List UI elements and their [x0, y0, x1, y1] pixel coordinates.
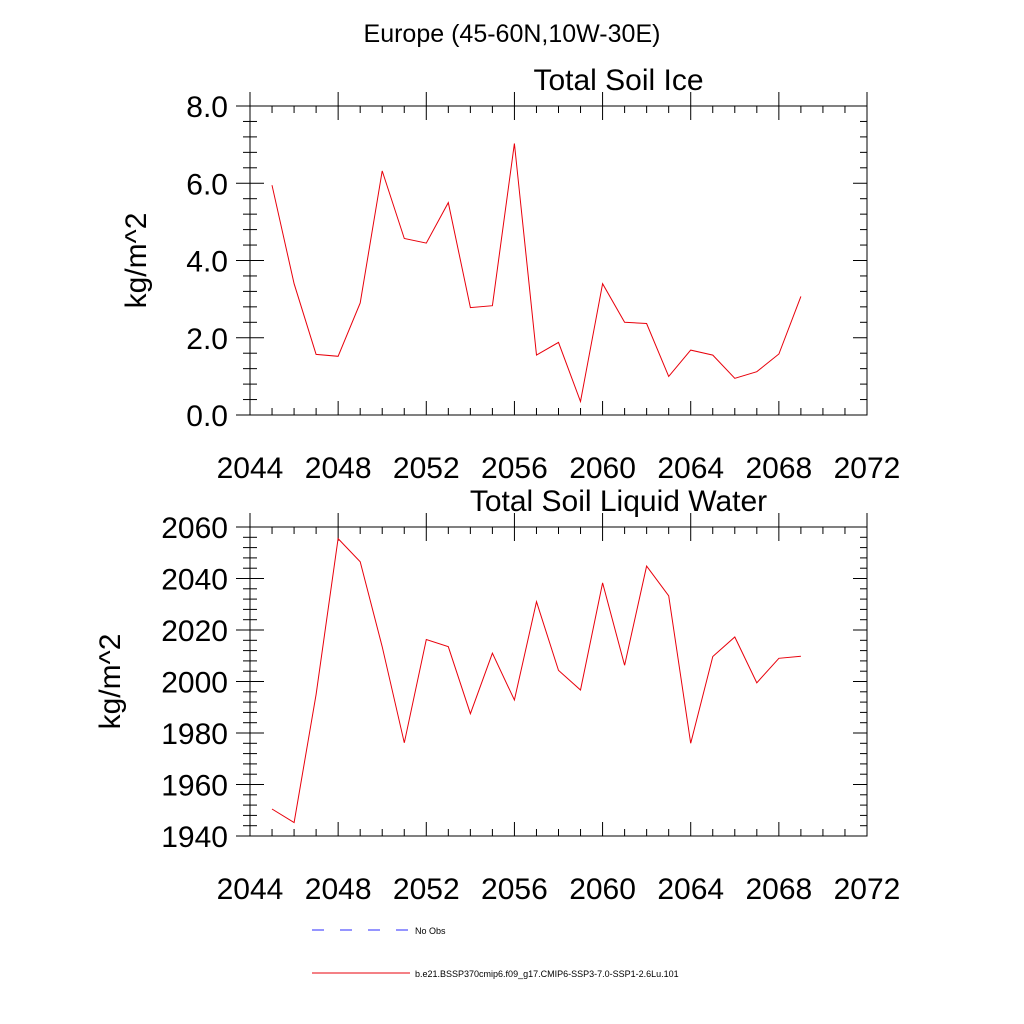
x-tick-label: 2064 — [657, 452, 724, 485]
y-tick-label: 2020 — [161, 615, 228, 648]
x-tick-label: 2060 — [569, 452, 636, 485]
x-tick-label: 2072 — [834, 452, 901, 485]
x-tick-label: 2048 — [305, 873, 372, 906]
y-axis-label: kg/m^2 — [94, 634, 127, 730]
chart-total-soil-liquid-water: Total Soil Liquid Water 2044 2048 2052 2056 2… — [94, 485, 900, 906]
figure-title: Europe (45-60N,10W-30E) — [364, 20, 661, 48]
y-axis-label: kg/m^2 — [120, 213, 153, 309]
y-tick-label: 2040 — [161, 564, 228, 597]
series-line — [271, 537, 801, 824]
x-tick-label: 2064 — [657, 873, 724, 906]
y-tick-label: 1940 — [161, 821, 228, 854]
legend-label: No Obs — [415, 926, 446, 936]
x-tick-label: 2072 — [834, 873, 901, 906]
x-tick-label: 2044 — [217, 873, 284, 906]
x-tick-label: 2060 — [569, 873, 636, 906]
x-tick-label: 2044 — [217, 452, 284, 485]
y-tick-label: 1960 — [161, 770, 228, 803]
chart-title: Total Soil Ice — [533, 64, 703, 97]
series-line — [271, 143, 802, 404]
x-tick-label: 2052 — [393, 452, 460, 485]
x-tick-label: 2068 — [745, 452, 812, 485]
x-tick-label: 2056 — [481, 452, 548, 485]
y-tick-label: 1980 — [161, 718, 228, 751]
plot-frame — [249, 105, 868, 416]
x-tick-label: 2068 — [745, 873, 812, 906]
y-tick-label: 8.0 — [186, 91, 228, 124]
chart-title: Total Soil Liquid Water — [470, 485, 767, 518]
y-tick-label: 2060 — [161, 512, 228, 545]
plot-frame — [249, 526, 868, 837]
chart-total-soil-ice: Total Soil Ice 2044 2048 2052 2056 2060 2064 20… — [120, 64, 900, 485]
y-tick-label: 4.0 — [186, 246, 228, 279]
x-tick-label: 2048 — [305, 452, 372, 485]
legend: No Obs b.e21.BSSP370cmip6.f09_g17.CMIP6-S… — [312, 926, 679, 979]
y-tick-label: 0.0 — [186, 400, 228, 433]
x-tick-label: 2052 — [393, 873, 460, 906]
legend-label: b.e21.BSSP370cmip6.f09_g17.CMIP6-SSP3-7.… — [415, 969, 679, 979]
x-tick-label: 2056 — [481, 873, 548, 906]
y-tick-label: 2000 — [161, 667, 228, 700]
y-tick-label: 6.0 — [186, 168, 228, 201]
y-tick-label: 2.0 — [186, 323, 228, 356]
